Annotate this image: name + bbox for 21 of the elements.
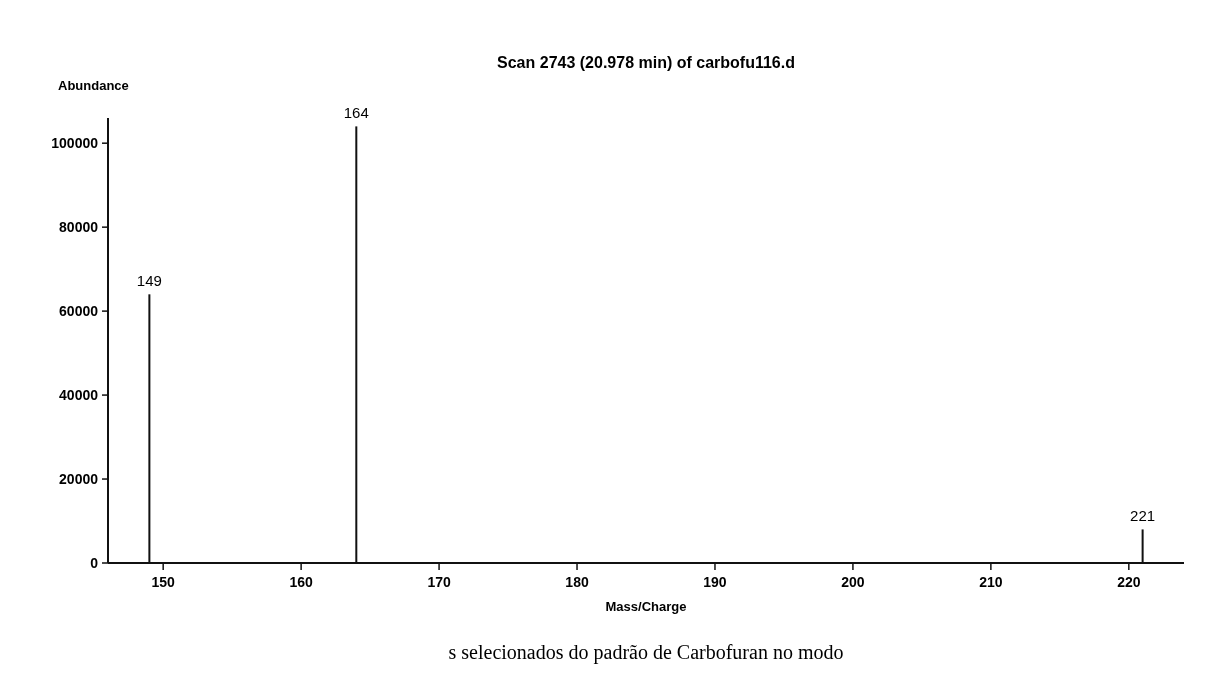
x-tick-label: 190	[703, 574, 727, 590]
x-tick-label: 170	[427, 574, 451, 590]
y-tick-label: 0	[90, 555, 99, 571]
y-tick-label: 100000	[51, 135, 99, 152]
chart-title: Scan 2743 (20.978 min) of carbofu116.d	[497, 54, 795, 71]
x-tick-label: 220	[1117, 574, 1141, 590]
x-tick-label: 210	[979, 574, 1003, 590]
y-tick-label: 40000	[59, 387, 99, 404]
x-tick-label: 180	[565, 574, 589, 590]
y-tick-label: 80000	[59, 219, 99, 236]
annotation: 149	[136, 272, 162, 290]
x-tick-label: 200	[841, 574, 865, 590]
x-axis-title: Mass/Charge	[605, 599, 687, 614]
y-tick-label: 20000	[59, 471, 99, 488]
annotation: 221	[1130, 507, 1156, 525]
y-tick-label: 60000	[59, 303, 99, 320]
y-axis-title: Abundance	[58, 78, 129, 93]
annotation: 164	[343, 104, 369, 122]
x-tick-label: 160	[289, 574, 314, 590]
text: s selecionados do padrão de Carbofuran no modo	[448, 641, 844, 664]
x-tick-label: 150	[151, 574, 176, 590]
